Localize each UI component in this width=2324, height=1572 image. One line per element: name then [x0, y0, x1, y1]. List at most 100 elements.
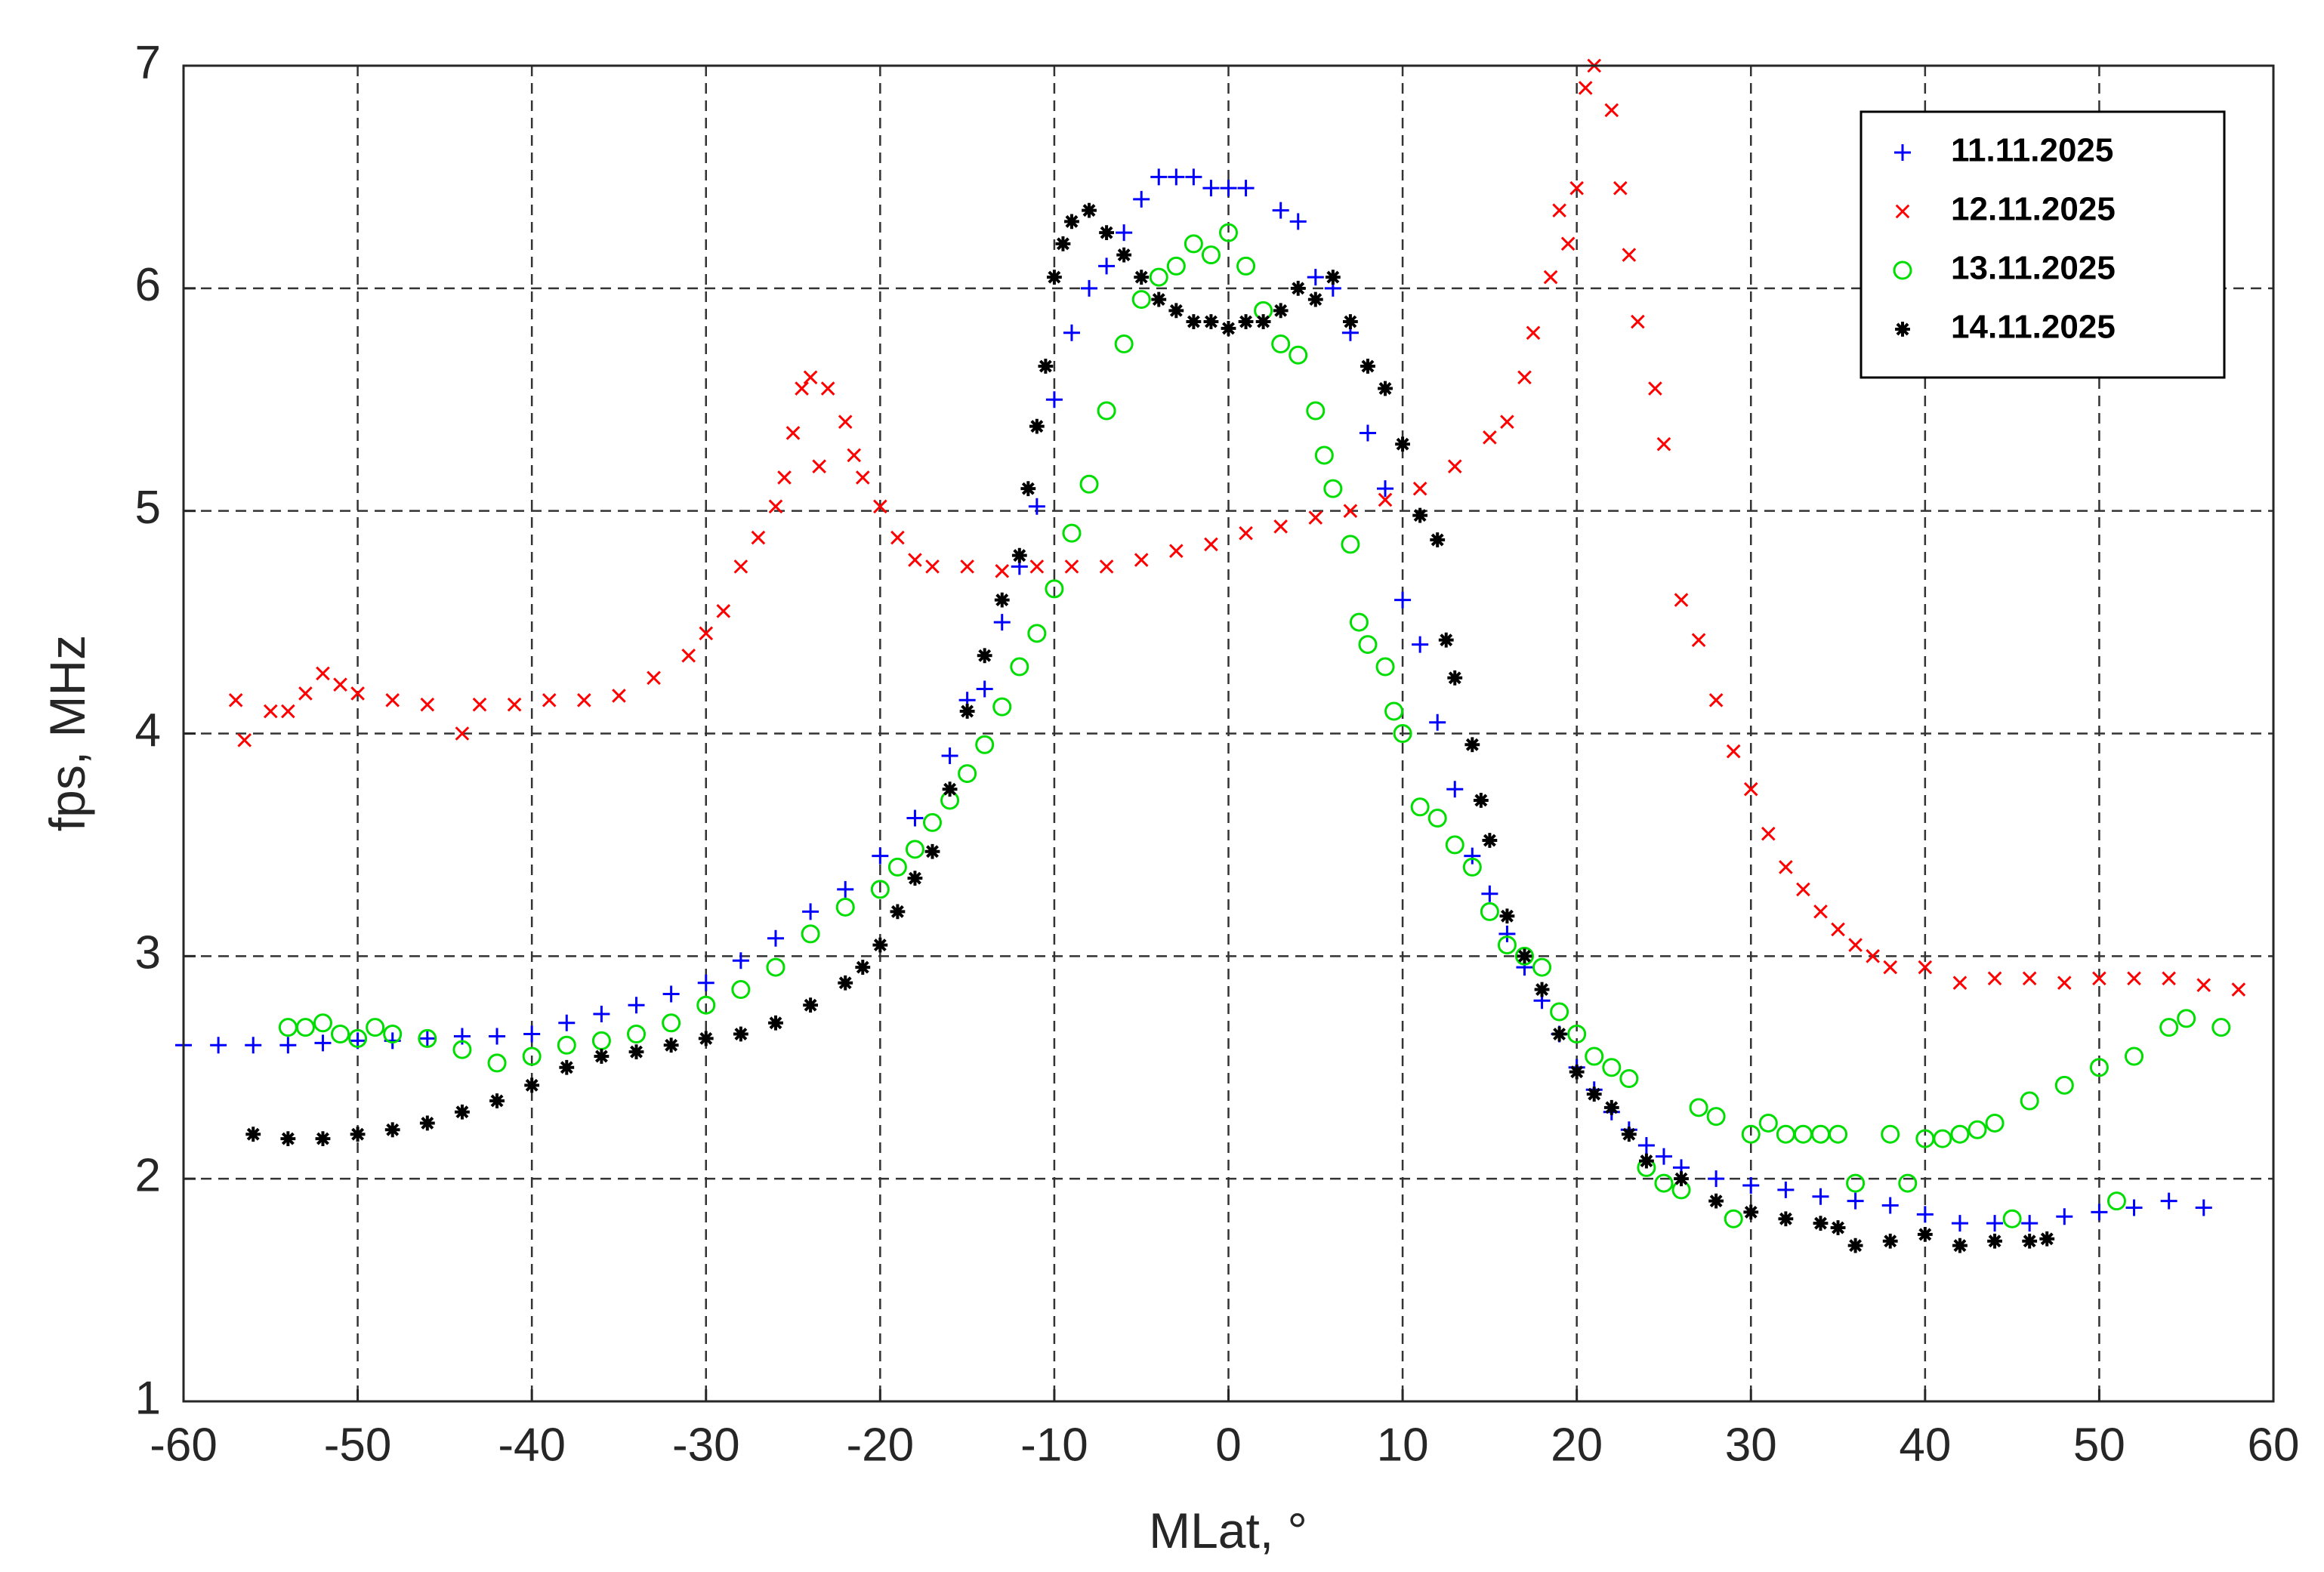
data-point — [1063, 324, 1080, 341]
data-point — [314, 1034, 332, 1052]
data-point — [1603, 1099, 1619, 1115]
data-point — [1393, 724, 1412, 743]
data-point — [1412, 507, 1428, 523]
data-point — [2091, 1204, 2108, 1221]
data-point — [959, 704, 975, 719]
data-point — [542, 692, 557, 707]
data-point — [1221, 321, 1236, 336]
data-point — [452, 1040, 472, 1059]
data-point — [1724, 1209, 1743, 1228]
y-tick-label: 1 — [135, 1372, 161, 1424]
data-point — [803, 370, 818, 385]
data-point — [524, 1077, 540, 1093]
data-point — [1427, 809, 1447, 828]
data-point — [1637, 1136, 1655, 1154]
data-point — [1813, 1216, 1829, 1231]
data-point — [420, 697, 435, 712]
data-point — [699, 626, 714, 641]
data-point — [906, 809, 924, 827]
data-point — [1133, 190, 1150, 208]
data-point — [2160, 1192, 2177, 1210]
data-point — [2056, 1208, 2073, 1225]
data-point — [1289, 213, 1307, 230]
data-point — [237, 733, 252, 747]
data-point — [2125, 1199, 2143, 1216]
data-point — [1882, 1233, 1898, 1249]
data-point — [1689, 1098, 1708, 1117]
data-point — [1655, 1148, 1672, 1165]
data-point — [1377, 480, 1394, 498]
x-tick-label: 60 — [2248, 1419, 2300, 1471]
data-point — [994, 592, 1010, 608]
data-point — [1375, 657, 1395, 677]
data-point — [383, 1025, 403, 1043]
data-point — [593, 1005, 610, 1022]
data-point — [795, 381, 809, 396]
data-point — [1343, 314, 1358, 329]
data-point — [1656, 436, 1671, 452]
y-tick-label: 5 — [135, 482, 161, 534]
data-point — [1272, 202, 1289, 219]
data-point — [1343, 504, 1358, 518]
data-point — [1082, 202, 1097, 218]
data-point — [1099, 225, 1114, 241]
data-point — [1150, 168, 1168, 186]
data-point — [1462, 857, 1482, 877]
data-point — [1917, 1226, 1933, 1242]
legend-label: 12.11.2025 — [1951, 191, 2116, 228]
data-point — [1706, 1107, 1726, 1127]
data-point — [1116, 247, 1132, 263]
data-point — [1149, 267, 1168, 287]
data-point — [315, 1131, 331, 1146]
data-point — [210, 1037, 227, 1054]
data-point — [455, 726, 470, 741]
data-point — [1341, 535, 1360, 554]
data-point — [1238, 314, 1254, 329]
data-point — [801, 924, 820, 944]
data-point — [1543, 270, 1558, 285]
data-point — [2125, 1046, 2144, 1066]
data-point — [245, 1037, 262, 1054]
data-point — [1412, 636, 1429, 653]
data-point — [1325, 270, 1341, 285]
data-point — [1569, 180, 1584, 196]
data-point — [1410, 797, 1430, 817]
data-point — [1847, 1238, 1863, 1253]
data-point — [1168, 168, 1185, 186]
data-point — [663, 1037, 679, 1053]
data-point — [489, 1028, 506, 1045]
data-point — [1742, 1177, 1760, 1194]
data-point — [1532, 957, 1552, 977]
x-tick-label: 0 — [1215, 1419, 1241, 1471]
data-point — [1349, 612, 1369, 632]
data-point — [960, 559, 974, 574]
data-point — [2022, 971, 2037, 986]
legend-label: 13.11.2025 — [1951, 250, 2116, 287]
data-point — [768, 1015, 783, 1031]
data-point — [2002, 1209, 2022, 1228]
x-tick-label: -30 — [672, 1419, 740, 1471]
data-point — [245, 1127, 261, 1142]
data-point — [2057, 976, 2072, 991]
data-point — [419, 1115, 435, 1131]
data-point — [1726, 744, 1741, 759]
data-point — [1378, 381, 1393, 396]
data-point — [1585, 1046, 1604, 1066]
data-point — [1202, 180, 1220, 197]
data-point — [1619, 1069, 1639, 1088]
data-point — [313, 1013, 332, 1033]
data-point — [698, 1031, 714, 1046]
data-point — [1131, 290, 1151, 309]
data-point — [1307, 269, 1324, 286]
data-point — [1866, 949, 1880, 963]
data-point — [1307, 291, 1323, 307]
data-point — [316, 666, 330, 681]
data-point — [837, 880, 854, 898]
data-point — [1028, 498, 1045, 515]
data-point — [1778, 1211, 1794, 1227]
data-point — [1499, 908, 1515, 924]
data-point — [838, 415, 853, 430]
data-point — [1168, 303, 1184, 319]
